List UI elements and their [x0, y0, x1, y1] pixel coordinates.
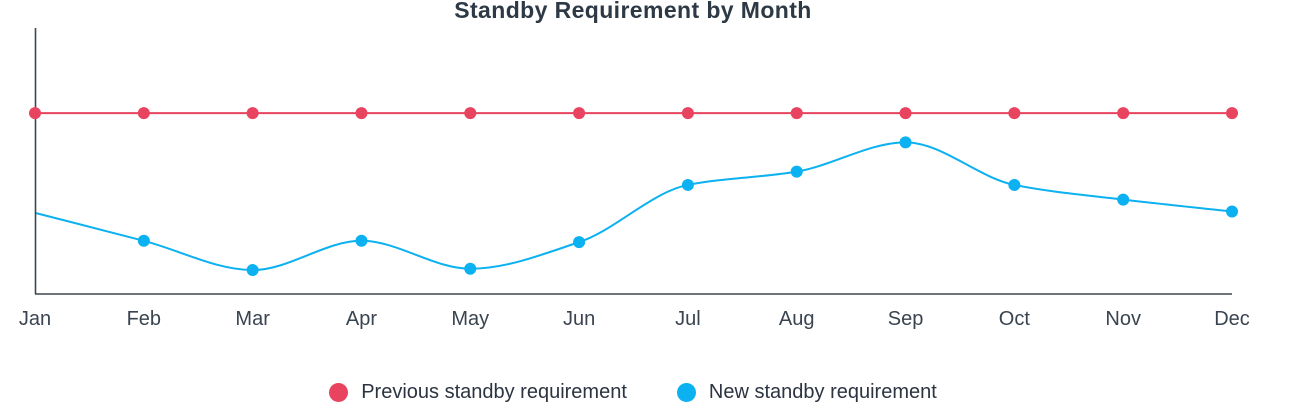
x-tick-label-jan: Jan: [19, 308, 51, 330]
data-point-previous-sep[interactable]: [899, 107, 912, 120]
x-tick-label-feb: Feb: [127, 308, 161, 330]
data-point-previous-oct[interactable]: [1008, 107, 1021, 120]
series-layer: [34, 112, 1233, 272]
legend: Previous standby requirement New standby…: [0, 380, 1266, 404]
marker-layer: [29, 107, 1238, 277]
x-tick-label-sep: Sep: [888, 308, 924, 330]
legend-swatch-new: [676, 382, 696, 402]
x-tick-label-oct: Oct: [999, 308, 1031, 330]
x-tick-label-apr: Apr: [346, 308, 377, 330]
x-tick-labels: Jan Feb Mar Apr May Jun Jul Aug Sep Oct Nov Dec: [19, 308, 1250, 330]
legend-swatch-previous: [329, 382, 349, 402]
data-point-new-nov[interactable]: [1117, 193, 1130, 206]
x-tick-label-jul: Jul: [675, 308, 701, 330]
data-point-previous-mar[interactable]: [246, 107, 259, 120]
axis-layer: [34, 28, 1232, 295]
x-tick-label-dec: Dec: [1214, 308, 1250, 330]
data-point-previous-may[interactable]: [464, 107, 477, 120]
legend-label-previous: Previous standby requirement: [361, 380, 627, 403]
data-point-previous-aug[interactable]: [790, 107, 803, 120]
data-point-previous-jan[interactable]: [29, 107, 41, 120]
legend-label-new: New standby requirement: [708, 380, 937, 403]
series-line-new: [34, 141, 1233, 272]
data-point-previous-dec[interactable]: [1226, 107, 1238, 120]
data-point-new-sep[interactable]: [899, 136, 912, 149]
data-point-previous-jun[interactable]: [573, 107, 586, 120]
x-tick-label-aug: Aug: [779, 308, 815, 330]
line-chart: Jan Feb Mar Apr May Jun Jul Aug Sep Oct Nov Dec: [19, 28, 1250, 330]
data-point-new-jun[interactable]: [573, 236, 586, 249]
x-tick-label-nov: Nov: [1105, 308, 1141, 330]
data-point-previous-apr[interactable]: [355, 107, 368, 120]
data-point-new-mar[interactable]: [246, 264, 259, 277]
data-point-new-dec[interactable]: [1226, 205, 1238, 218]
x-tick-label-jun: Jun: [563, 308, 595, 330]
data-point-new-oct[interactable]: [1008, 178, 1021, 191]
data-point-new-apr[interactable]: [355, 234, 368, 247]
legend-item-previous[interactable]: Previous standby requirement: [329, 380, 627, 404]
legend-item-new[interactable]: New standby requirement: [676, 380, 937, 404]
data-point-new-jul[interactable]: [681, 178, 694, 191]
data-point-previous-nov[interactable]: [1117, 107, 1130, 120]
data-point-new-feb[interactable]: [137, 234, 150, 247]
data-point-previous-jul[interactable]: [681, 107, 694, 120]
data-point-new-aug[interactable]: [790, 165, 803, 178]
data-point-previous-feb[interactable]: [137, 107, 150, 120]
data-point-new-may[interactable]: [464, 262, 477, 275]
x-tick-label-may: May: [451, 308, 489, 330]
chart-title: Standby Requirement by Month: [454, 0, 812, 23]
x-tick-label-mar: Mar: [235, 308, 270, 330]
